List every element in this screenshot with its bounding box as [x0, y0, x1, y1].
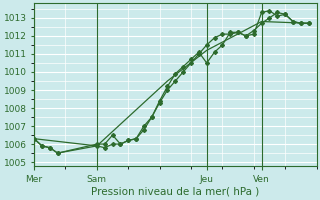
X-axis label: Pression niveau de la mer( hPa ): Pression niveau de la mer( hPa ) [91, 187, 260, 197]
